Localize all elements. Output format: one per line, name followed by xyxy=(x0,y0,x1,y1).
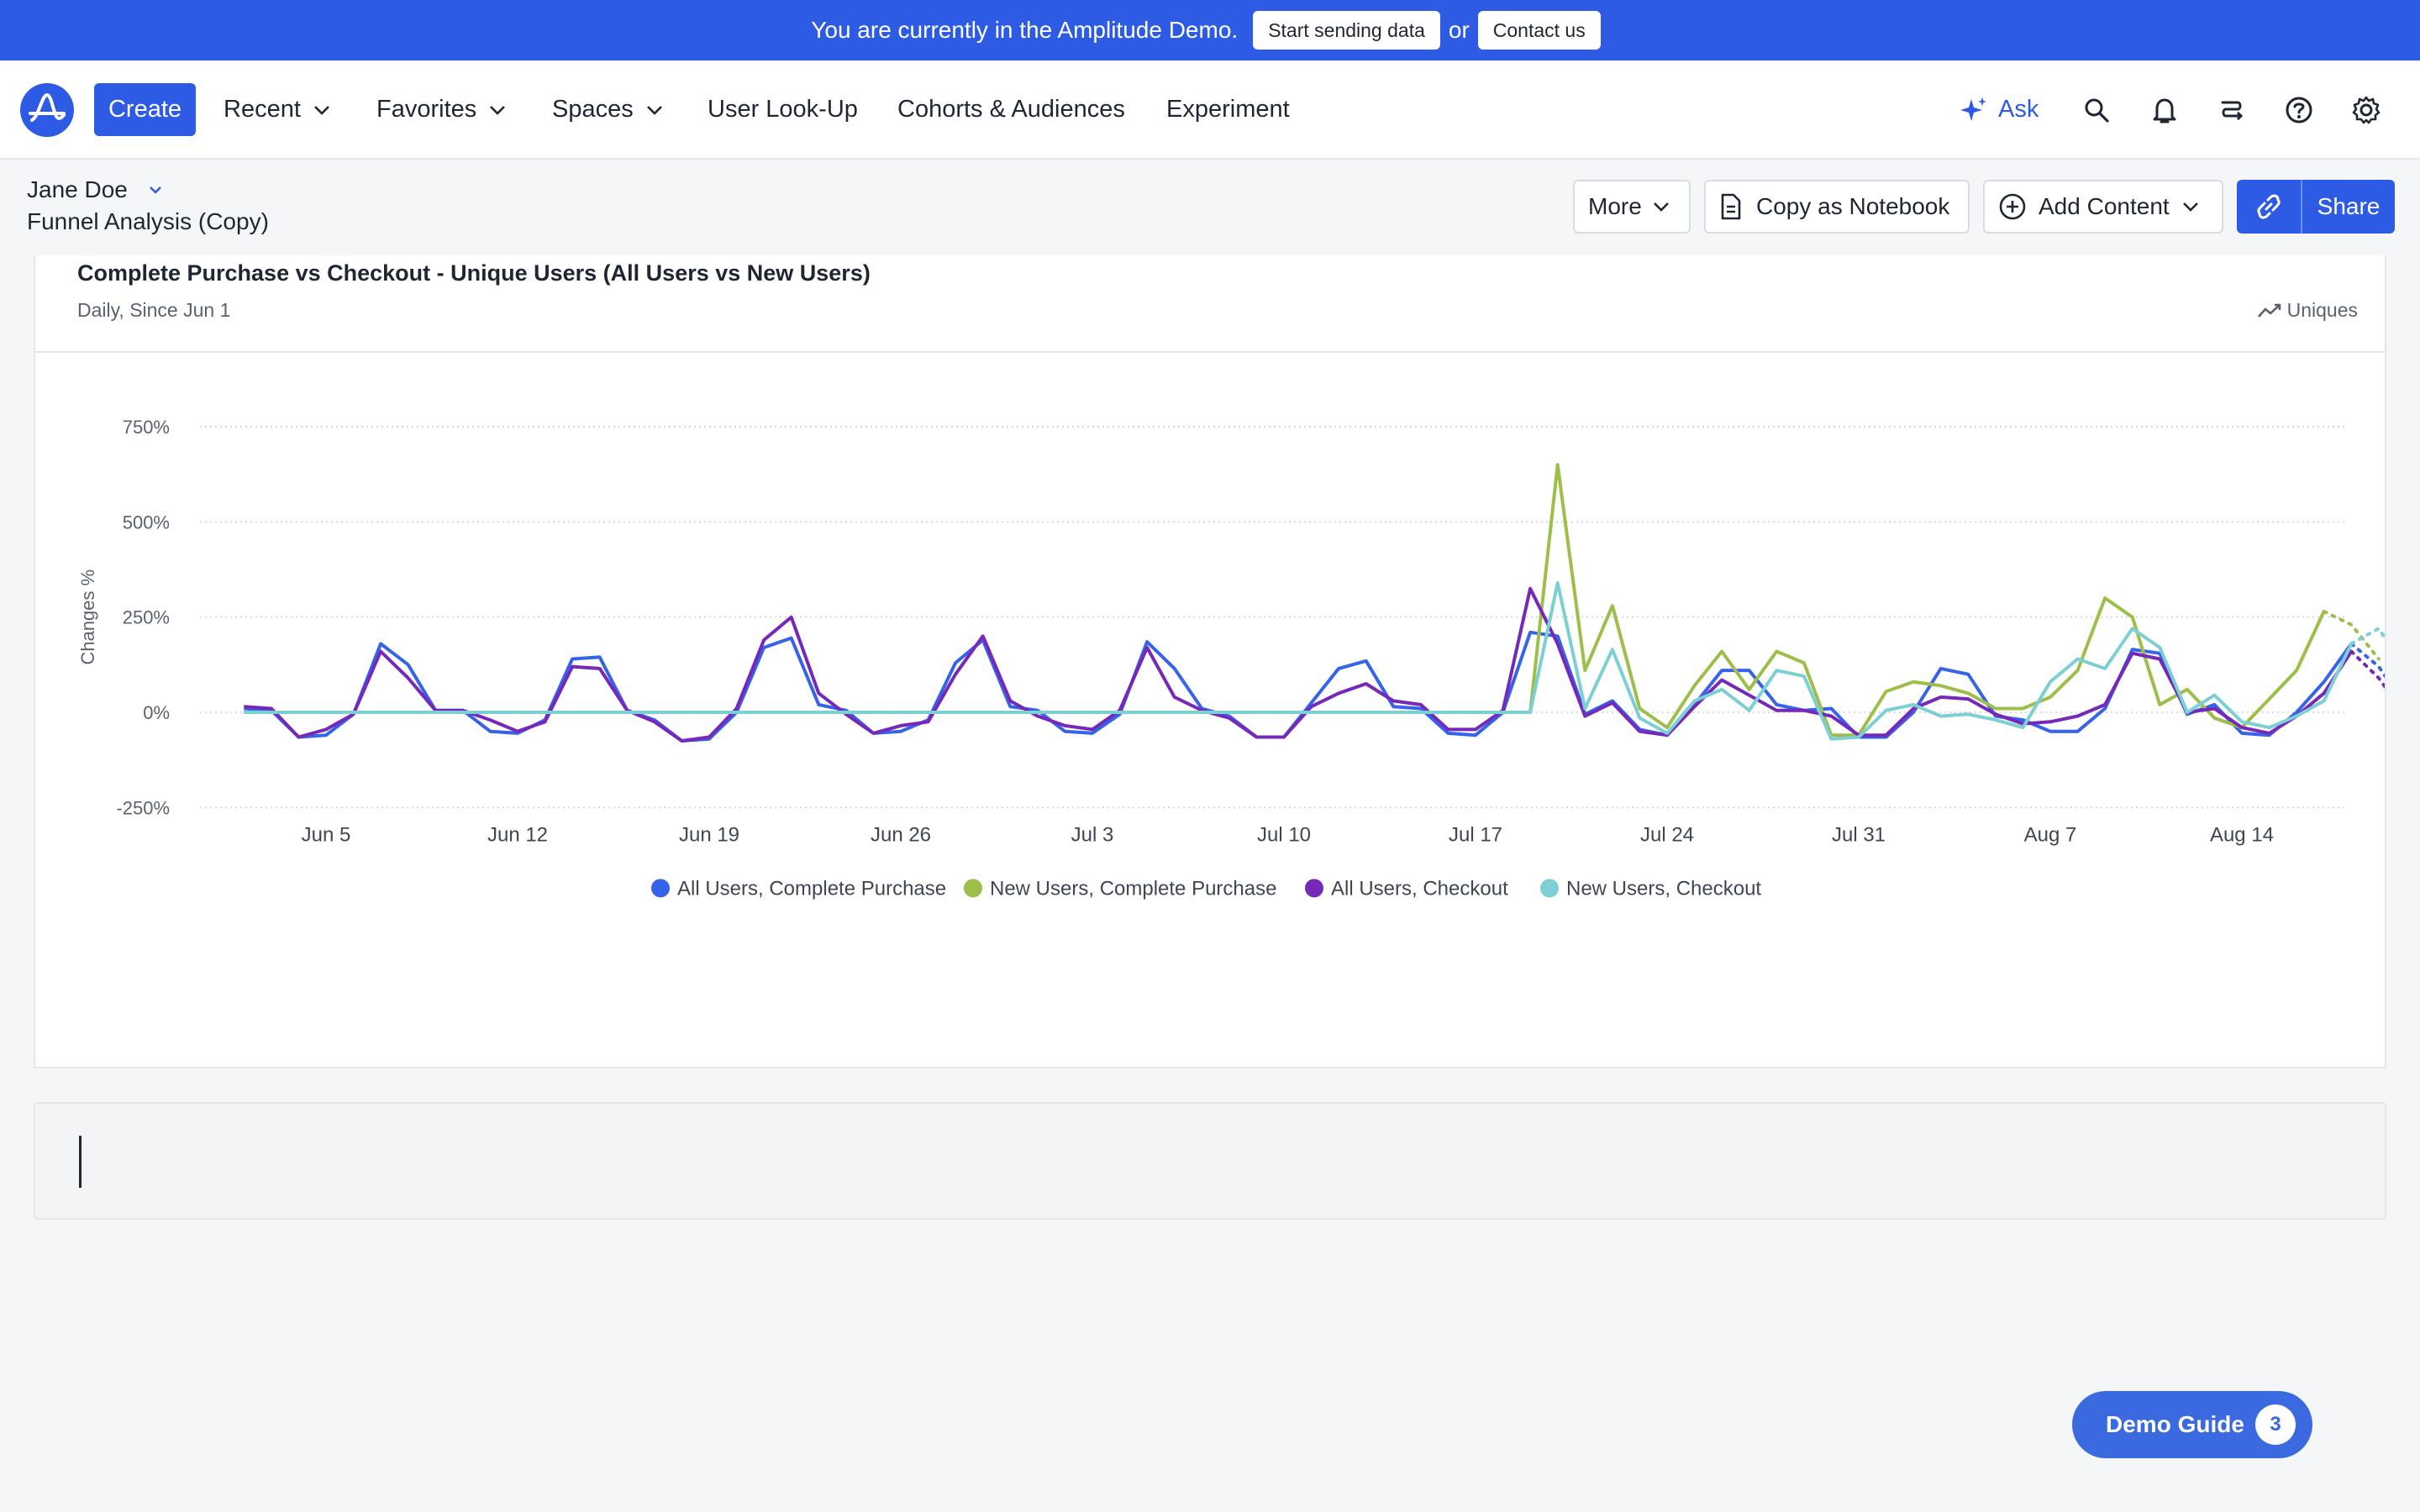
contact-us-button[interactable]: Contact us xyxy=(1477,11,1601,50)
nav-favorites-label: Favorites xyxy=(376,96,477,123)
chart-subtitle: Daily, Since Jun 1 xyxy=(77,299,231,321)
x-tick-label: Aug 7 xyxy=(2024,823,2077,846)
chevron-down-icon xyxy=(2182,202,2198,212)
top-navigation: Create Recent Favorites Spaces User Look… xyxy=(0,60,2420,160)
x-tick-label: Jul 10 xyxy=(1257,823,1311,846)
x-tick-label: Jun 26 xyxy=(871,823,931,846)
legend-swatch xyxy=(651,879,670,898)
text-cursor xyxy=(79,1136,82,1188)
legend-swatch xyxy=(1305,879,1323,898)
y-tick-label: 750% xyxy=(123,417,170,438)
create-button[interactable]: Create xyxy=(94,83,196,136)
bell-icon[interactable] xyxy=(2146,92,2183,129)
nav-spaces[interactable]: Spaces xyxy=(552,83,664,136)
series-forecast-3 xyxy=(2349,626,2385,646)
x-tick-label: Jun 12 xyxy=(487,823,548,846)
legend-label: New Users, Checkout xyxy=(1566,877,1761,900)
demo-guide-label: Demo Guide xyxy=(2106,1411,2244,1437)
nav-recent-label: Recent xyxy=(224,96,301,123)
x-tick-label: Jul 24 xyxy=(1640,823,1694,846)
line-chart[interactable]: 750% 500% 250% 0% -250% Changes % Jun 5 Jun 12 J… xyxy=(35,353,2385,1067)
legend-item[interactable]: All Users, Checkout xyxy=(1305,877,1508,900)
y-axis-label: Changes % xyxy=(77,570,98,665)
ask-label: Ask xyxy=(1998,96,2039,123)
legend-label: All Users, Complete Purchase xyxy=(677,877,946,900)
nav-experiment[interactable]: Experiment xyxy=(1166,96,1290,123)
workflow-icon[interactable] xyxy=(2213,92,2250,129)
legend-label: New Users, Complete Purchase xyxy=(990,877,1276,900)
legend-item[interactable]: All Users, Complete Purchase xyxy=(651,877,946,900)
share-button[interactable]: Share xyxy=(2317,193,2381,219)
link-icon xyxy=(2257,194,2281,219)
x-tick-label: Aug 14 xyxy=(2210,823,2274,846)
y-tick-label: 500% xyxy=(123,512,170,533)
document-icon xyxy=(1721,193,1741,220)
series-forecast-1 xyxy=(2322,609,2381,661)
amplitude-logo-icon[interactable] xyxy=(20,83,74,137)
dashboard-header: Jane Doe Funnel Analysis (Copy) More Cop… xyxy=(0,160,2420,255)
series-forecast-0 xyxy=(2349,642,2385,679)
chart-title[interactable]: Complete Purchase vs Checkout - Unique U… xyxy=(77,260,871,286)
help-icon[interactable] xyxy=(2281,92,2317,129)
x-tick-label: Jun 19 xyxy=(679,823,739,846)
x-tick-label: Jul 17 xyxy=(1449,823,1502,846)
series-forecast-2 xyxy=(2349,649,2385,690)
demo-banner-message: You are currently in the Amplitude Demo. xyxy=(811,17,1239,43)
series-line-3[interactable] xyxy=(244,580,2354,741)
owner-selector[interactable]: Jane Doe xyxy=(27,176,163,203)
x-tick-label: Jul 31 xyxy=(1832,823,1886,846)
add-content-button[interactable]: Add Content xyxy=(1983,180,2223,234)
chevron-down-icon xyxy=(313,105,329,115)
share-button-group: Share xyxy=(2237,180,2395,234)
nav-user-lookup[interactable]: User Look-Up xyxy=(708,96,858,123)
demo-guide-count-badge: 3 xyxy=(2255,1404,2296,1445)
chevron-down-icon xyxy=(1653,202,1669,212)
y-tick-label: 250% xyxy=(123,607,170,628)
nav-favorites[interactable]: Favorites xyxy=(376,83,507,136)
ask-button[interactable]: Ask xyxy=(1960,83,2039,136)
start-sending-data-button[interactable]: Start sending data xyxy=(1253,11,1440,50)
chart-card: Complete Purchase vs Checkout - Unique U… xyxy=(34,255,2386,1068)
nav-cohorts-audiences[interactable]: Cohorts & Audiences xyxy=(897,96,1125,123)
copy-as-notebook-button[interactable]: Copy as Notebook xyxy=(1704,180,1970,234)
metric-type-text: Uniques xyxy=(2286,299,2358,321)
x-tick-label: Jun 5 xyxy=(302,823,351,846)
y-tick-label: -250% xyxy=(116,797,170,818)
chart-card-header: Complete Purchase vs Checkout - Unique U… xyxy=(35,255,2385,353)
page-title: Funnel Analysis (Copy) xyxy=(27,208,269,234)
x-tick-label: Jul 3 xyxy=(1071,823,1114,846)
search-icon[interactable] xyxy=(2078,92,2115,129)
copy-as-notebook-label: Copy as Notebook xyxy=(1756,193,1950,219)
banner-or-text: or xyxy=(1448,17,1470,43)
series-line-2[interactable] xyxy=(244,586,2353,743)
text-block-editor[interactable] xyxy=(34,1102,2386,1220)
add-content-label: Add Content xyxy=(2039,193,2170,219)
chevron-down-icon xyxy=(490,105,506,115)
y-tick-label: 0% xyxy=(143,702,170,723)
legend-label: All Users, Checkout xyxy=(1331,877,1508,900)
nav-recent[interactable]: Recent xyxy=(224,83,331,136)
legend-swatch xyxy=(964,879,982,898)
more-button[interactable]: More xyxy=(1573,180,1691,234)
chevron-down-icon xyxy=(646,105,662,115)
owner-name: Jane Doe xyxy=(27,176,128,202)
demo-guide-button[interactable]: Demo Guide 3 xyxy=(2072,1391,2312,1458)
line-chart-icon xyxy=(2257,303,2281,318)
legend-item[interactable]: New Users, Complete Purchase xyxy=(964,877,1276,900)
more-label: More xyxy=(1588,193,1642,219)
legend-item[interactable]: New Users, Checkout xyxy=(1540,877,1761,900)
demo-banner: You are currently in the Amplitude Demo.… xyxy=(0,0,2420,60)
nav-spaces-label: Spaces xyxy=(552,96,634,123)
legend-swatch xyxy=(1540,879,1559,898)
chevron-down-icon xyxy=(150,186,161,194)
copy-link-button[interactable] xyxy=(2237,180,2302,234)
plus-circle-icon xyxy=(1999,193,2026,220)
gear-icon[interactable] xyxy=(2348,92,2385,129)
metric-type-label[interactable]: Uniques xyxy=(2257,299,2358,322)
series-line-0[interactable] xyxy=(244,630,2353,743)
sparkle-icon xyxy=(1960,97,1986,121)
